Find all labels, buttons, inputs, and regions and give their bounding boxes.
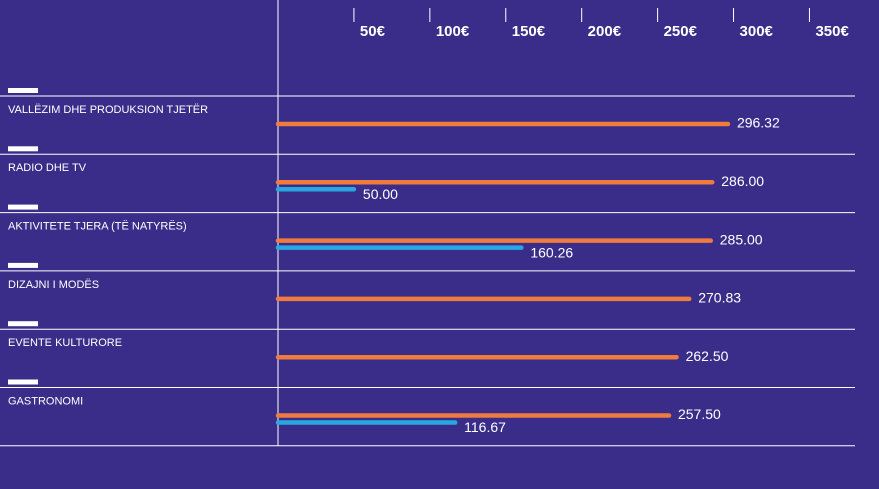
value-label: 257.50: [678, 406, 721, 422]
value-label: 270.83: [698, 290, 741, 306]
x-tick-label: 50€: [360, 23, 386, 40]
row-marker: [8, 262, 38, 268]
category-label: EVENTE KULTURORE: [8, 337, 122, 349]
category-label: DIZAJNI I MODËS: [8, 279, 99, 291]
row-marker: [8, 321, 38, 327]
row-marker: [8, 146, 38, 152]
value-label: 285.00: [720, 231, 763, 247]
row-marker: [8, 88, 38, 93]
value-label: 50.00: [363, 186, 398, 202]
value-label: 160.26: [530, 244, 573, 260]
x-tick-label: 300€: [740, 23, 774, 40]
x-tick-label: 100€: [436, 23, 470, 40]
value-label: 286.00: [721, 173, 764, 189]
category-label: VALLËZIM DHE PRODUKSION TJETËR: [8, 104, 208, 116]
category-label: RADIO DHE TV: [8, 162, 87, 174]
row-marker: [8, 204, 38, 210]
category-label: GASTRONOMI: [8, 395, 83, 407]
value-label: 296.32: [737, 115, 780, 131]
row-marker: [8, 379, 38, 385]
x-tick-label: 150€: [512, 23, 546, 40]
x-tick-label: 250€: [664, 23, 698, 40]
value-label: 116.67: [464, 419, 506, 435]
category-label: AKTIVITETE TJERA (TË NATYRËS): [8, 221, 187, 233]
x-tick-label: 200€: [588, 23, 622, 40]
x-tick-label: 350€: [815, 23, 849, 40]
value-label: 262.50: [686, 348, 729, 364]
